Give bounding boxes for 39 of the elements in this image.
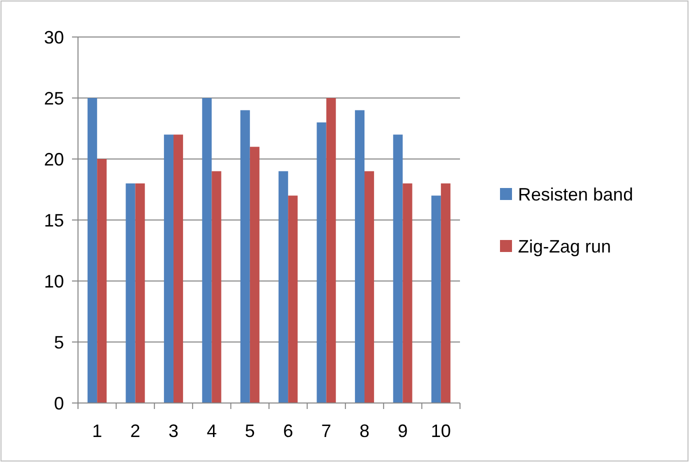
y-tick-label: 10 bbox=[44, 271, 64, 292]
bar bbox=[354, 110, 364, 403]
bar bbox=[202, 98, 212, 403]
bar bbox=[316, 122, 326, 403]
x-tick-label: 4 bbox=[206, 421, 217, 441]
x-tick-label: 7 bbox=[321, 421, 332, 441]
bar bbox=[402, 183, 412, 403]
bar bbox=[135, 183, 145, 403]
bar bbox=[393, 134, 403, 403]
legend-label: Zig-Zag run bbox=[518, 236, 612, 256]
y-tick-label: 5 bbox=[54, 332, 64, 352]
legend-label: Resisten band bbox=[518, 184, 634, 204]
bar bbox=[440, 183, 450, 403]
y-tick-label: 20 bbox=[44, 149, 64, 170]
x-tick-label: 5 bbox=[244, 421, 255, 441]
bar bbox=[212, 171, 222, 403]
bar bbox=[88, 98, 98, 403]
x-tick-label: 9 bbox=[398, 421, 408, 441]
y-tick-label: 0 bbox=[54, 393, 64, 414]
y-tick-label: 15 bbox=[44, 210, 64, 230]
bar bbox=[364, 171, 374, 403]
x-tick-label: 1 bbox=[92, 421, 102, 441]
bar bbox=[174, 134, 184, 403]
x-tick-label: 3 bbox=[168, 421, 179, 441]
bar bbox=[326, 98, 336, 403]
x-tick-label: 10 bbox=[430, 421, 451, 441]
bar bbox=[250, 146, 260, 403]
x-tick-label: 6 bbox=[283, 421, 294, 441]
bar bbox=[164, 134, 174, 403]
x-tick-label: 8 bbox=[359, 421, 370, 441]
bar bbox=[97, 159, 107, 403]
bar bbox=[288, 196, 298, 403]
bar bbox=[126, 183, 136, 403]
y-tick-label: 25 bbox=[44, 88, 64, 108]
x-tick-label: 2 bbox=[130, 421, 140, 441]
bar bbox=[278, 171, 288, 403]
bar bbox=[240, 110, 250, 403]
y-tick-label: 30 bbox=[44, 27, 64, 48]
bar bbox=[431, 196, 441, 403]
